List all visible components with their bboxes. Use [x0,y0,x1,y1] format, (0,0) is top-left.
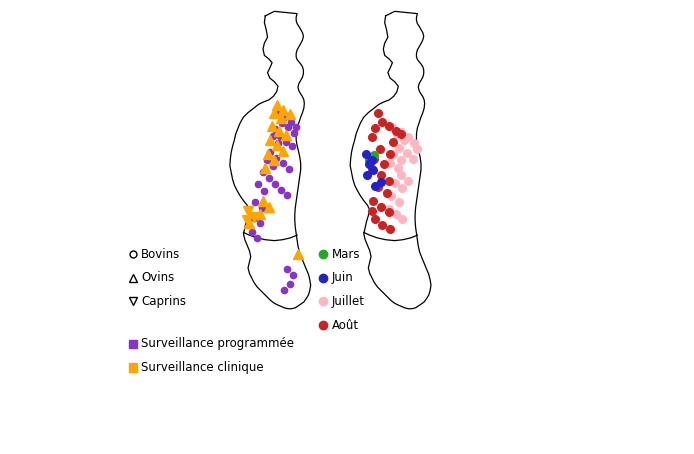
Text: Caprins: Caprins [141,295,186,308]
Text: Juin: Juin [332,271,353,284]
Text: Ovins: Ovins [141,271,174,284]
Text: Juillet: Juillet [332,295,364,308]
Text: Surveillance programmée: Surveillance programmée [141,337,294,350]
Text: Août: Août [332,319,359,331]
Text: Bovins: Bovins [141,248,180,261]
FancyBboxPatch shape [128,340,137,348]
Text: Mars: Mars [332,248,360,261]
Text: Surveillance clinique: Surveillance clinique [141,361,264,374]
FancyBboxPatch shape [128,364,137,372]
